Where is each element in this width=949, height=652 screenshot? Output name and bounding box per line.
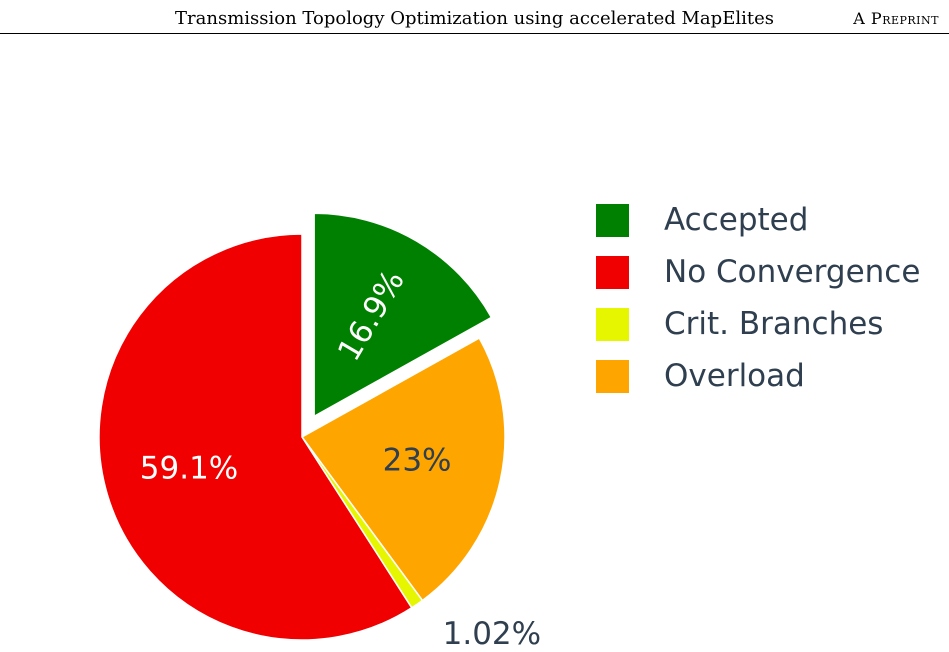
legend-label-accepted: Accepted (664, 202, 808, 238)
legend-swatch-accepted (596, 204, 629, 237)
legend-swatch-no-convergence (596, 256, 629, 289)
pie-slice-overload (300, 337, 506, 602)
pie-slice-no-convergence (98, 233, 413, 641)
slice-label-crit-branches: 1.02% (443, 616, 541, 652)
header-title: Transmission Topology Optimization using… (175, 8, 774, 29)
legend-label-overload: Overload (664, 358, 805, 394)
slice-label-overload: 23% (383, 442, 452, 478)
pie-slice-accepted (313, 212, 493, 418)
legend-swatch-crit-branches (596, 308, 629, 341)
slice-label-no-convergence: 59.1% (140, 451, 238, 487)
chart-legend: Accepted No Convergence Crit. Branches Over… (596, 202, 920, 394)
pie-slices (98, 212, 506, 641)
legend-label-no-convergence: No Convergence (664, 254, 920, 290)
preprint-label: A Preprint (853, 9, 939, 28)
running-header: Transmission Topology Optimization using… (0, 0, 949, 34)
legend-swatch-overload (596, 360, 629, 393)
legend-label-crit-branches: Crit. Branches (664, 306, 883, 342)
